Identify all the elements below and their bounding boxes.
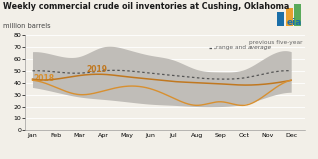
Text: million barrels: million barrels	[3, 23, 51, 29]
Text: Weekly commercial crude oil inventories at Cushing, Oklahoma: Weekly commercial crude oil inventories …	[3, 2, 290, 11]
Text: average: average	[248, 45, 272, 50]
Text: 2018: 2018	[34, 74, 55, 83]
Text: previous five-year: previous five-year	[249, 40, 303, 45]
Text: 2019: 2019	[86, 65, 107, 74]
Text: eia: eia	[287, 18, 302, 27]
Bar	[277, 12, 284, 26]
Bar	[294, 4, 301, 26]
Text: range and: range and	[216, 45, 248, 50]
Bar	[286, 8, 293, 26]
